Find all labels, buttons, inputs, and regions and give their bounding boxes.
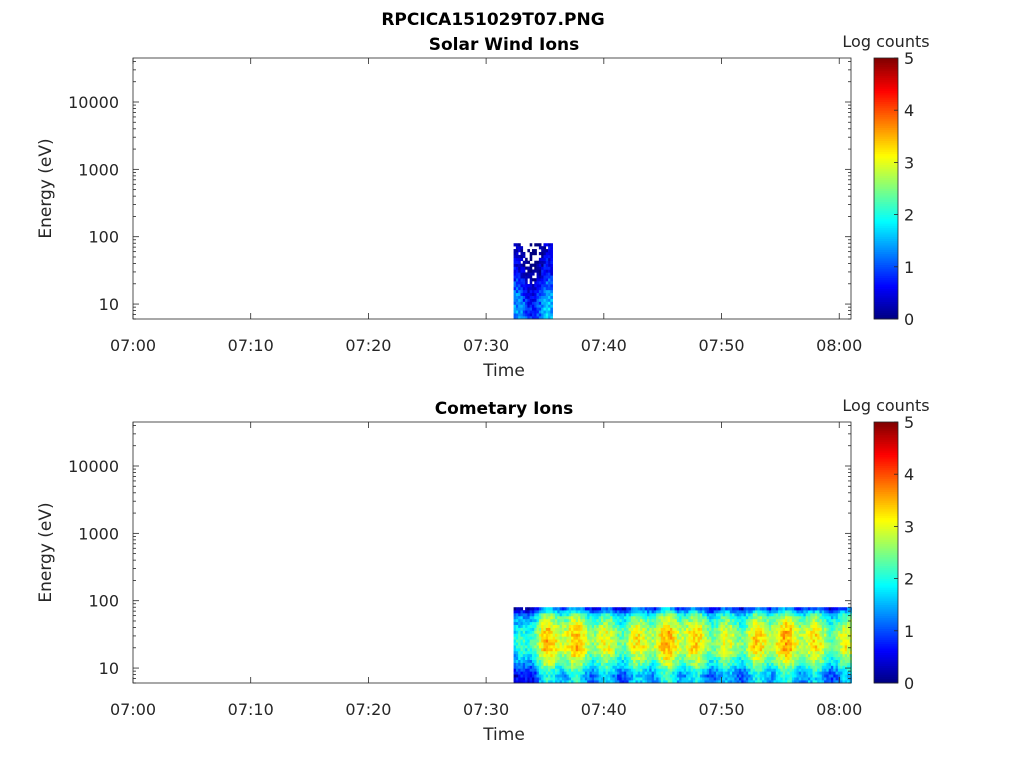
y-tick-label: 10000 (68, 457, 119, 476)
x-axis-label: Time (482, 361, 525, 381)
x-tick-label: 07:30 (463, 336, 509, 355)
y-tick-label: 10 (99, 295, 119, 314)
colorbar-label: Log counts (842, 396, 929, 415)
colorbar-tick-label: 5 (904, 413, 914, 432)
plot-frame (132, 57, 852, 320)
colorbar-label: Log counts (842, 32, 929, 51)
colorbar-tick-label: 0 (904, 310, 914, 329)
x-tick-label: 07:50 (698, 336, 744, 355)
y-tick-label: 1000 (78, 160, 119, 179)
x-tick-label: 07:20 (345, 700, 391, 719)
y-axis-label: Energy (eV) (36, 138, 56, 238)
y-tick-label: 100 (88, 228, 119, 247)
colorbar-frame (873, 57, 899, 320)
chart-panel: 07:00 07:10 07:20 07:30 07:40 07:50 08:0010100… (36, 396, 930, 745)
colorbar-tick-label: 3 (904, 517, 914, 536)
y-tick-label: 1000 (78, 524, 119, 543)
colorbar-tick-label: 1 (904, 258, 914, 277)
x-tick-label: 07:00 (110, 336, 156, 355)
chart-panel: 07:00 07:10 07:20 07:30 07:40 07:50 08:0010100… (36, 32, 930, 381)
colorbar-tick-label: 3 (904, 153, 914, 172)
spectrogram-image (513, 607, 852, 684)
y-axis-label: Energy (eV) (36, 502, 56, 602)
plot-frame (132, 421, 852, 684)
colorbar-tick-label: 5 (904, 49, 914, 68)
colorbar-frame (873, 421, 899, 684)
colorbar-tick-label: 1 (904, 622, 914, 641)
spectrogram-image (513, 243, 553, 320)
panel-title: Solar Wind Ions (429, 35, 580, 55)
y-tick-label: 100 (88, 592, 119, 611)
colorbar-tick-label: 4 (904, 465, 914, 484)
x-tick-label: 07:40 (581, 700, 627, 719)
colorbar-tick-label: 2 (904, 206, 914, 225)
x-tick-label: 07:40 (581, 336, 627, 355)
x-tick-label: 07:00 (110, 700, 156, 719)
x-tick-label: 08:00 (816, 700, 862, 719)
y-tick-label: 10000 (68, 93, 119, 112)
colorbar-tick-label: 2 (904, 570, 914, 589)
x-tick-label: 08:00 (816, 336, 862, 355)
x-tick-label: 07:10 (228, 336, 274, 355)
x-tick-label: 07:20 (345, 336, 391, 355)
panel-title: Cometary Ions (435, 399, 574, 419)
figure-title: RPCICA151029T07.PNG (381, 10, 604, 30)
x-axis-label: Time (482, 725, 525, 745)
x-tick-label: 07:30 (463, 700, 509, 719)
x-tick-label: 07:10 (228, 700, 274, 719)
colorbar-tick-label: 0 (904, 674, 914, 693)
x-tick-label: 07:50 (698, 700, 744, 719)
y-tick-label: 10 (99, 659, 119, 678)
colorbar-tick-label: 4 (904, 101, 914, 120)
